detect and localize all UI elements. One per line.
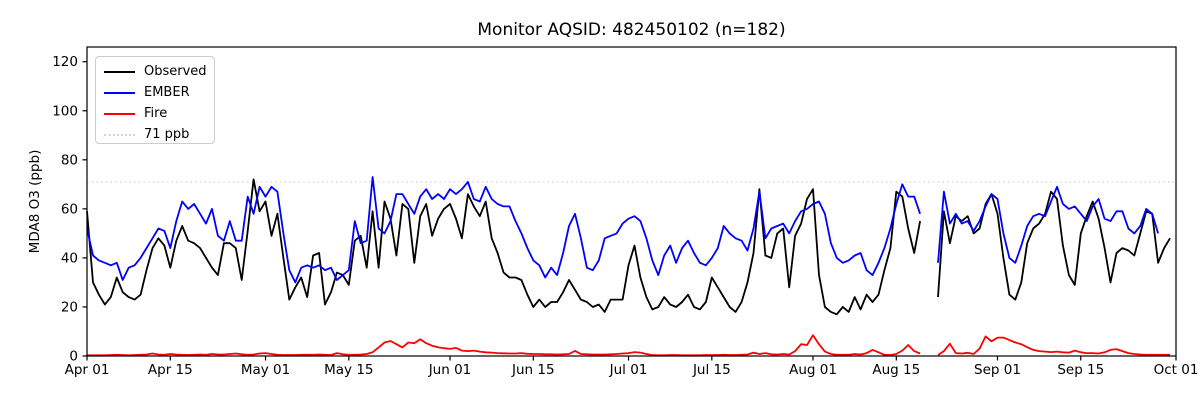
threshold-dotted-line-icon (104, 134, 135, 136)
y-tick-label: 20 (61, 299, 78, 315)
x-tick-label: Sep 01 (974, 362, 1021, 378)
legend-label-threshold: 71 ppb (144, 127, 190, 142)
x-tick-label: Apr 15 (148, 362, 193, 378)
fire-line-icon (104, 113, 135, 115)
chart-title: Monitor AQSID: 482450102 (n=182) (477, 20, 786, 40)
legend: Observed EMBER Fire 71 ppb (95, 56, 215, 144)
legend-label-observed: Observed (144, 64, 207, 79)
x-tick-label: May 15 (324, 362, 373, 378)
x-tick-label: Jul 15 (692, 362, 731, 378)
legend-label-fire: Fire (144, 106, 168, 121)
y-axis-label: MDA8 O3 (ppb) (27, 150, 43, 254)
x-tick-label: Jun 15 (511, 362, 555, 378)
series-line-ember (86, 176, 1159, 284)
legend-item-fire: Fire (104, 104, 214, 124)
legend-label-ember: EMBER (144, 85, 190, 100)
x-tick-label: Jun 01 (428, 362, 472, 378)
plot-border (86, 46, 1177, 357)
legend-item-threshold: 71 ppb (104, 125, 214, 145)
x-tick-label: Sep 15 (1057, 362, 1104, 378)
y-tick-label: 0 (69, 349, 78, 365)
x-tick-label: Aug 15 (872, 362, 920, 378)
y-tick-label: 60 (61, 201, 78, 217)
series-line-fire (87, 334, 1170, 357)
ember-line-icon (104, 92, 135, 94)
x-tick-label: Aug 01 (789, 362, 837, 378)
x-tick-label: Oct 01 (1154, 362, 1199, 378)
y-tick-label: 80 (61, 152, 78, 168)
x-tick-label: Jul 01 (609, 362, 648, 378)
y-tick-label: 100 (52, 103, 78, 119)
x-tick-label: May 01 (241, 362, 290, 378)
x-tick-label: Apr 01 (65, 362, 110, 378)
y-tick-label: 40 (61, 250, 78, 266)
observed-line-icon (104, 71, 135, 73)
legend-item-ember: EMBER (104, 83, 214, 103)
y-tick-label: 120 (52, 54, 78, 70)
legend-item-observed: Observed (104, 62, 214, 82)
